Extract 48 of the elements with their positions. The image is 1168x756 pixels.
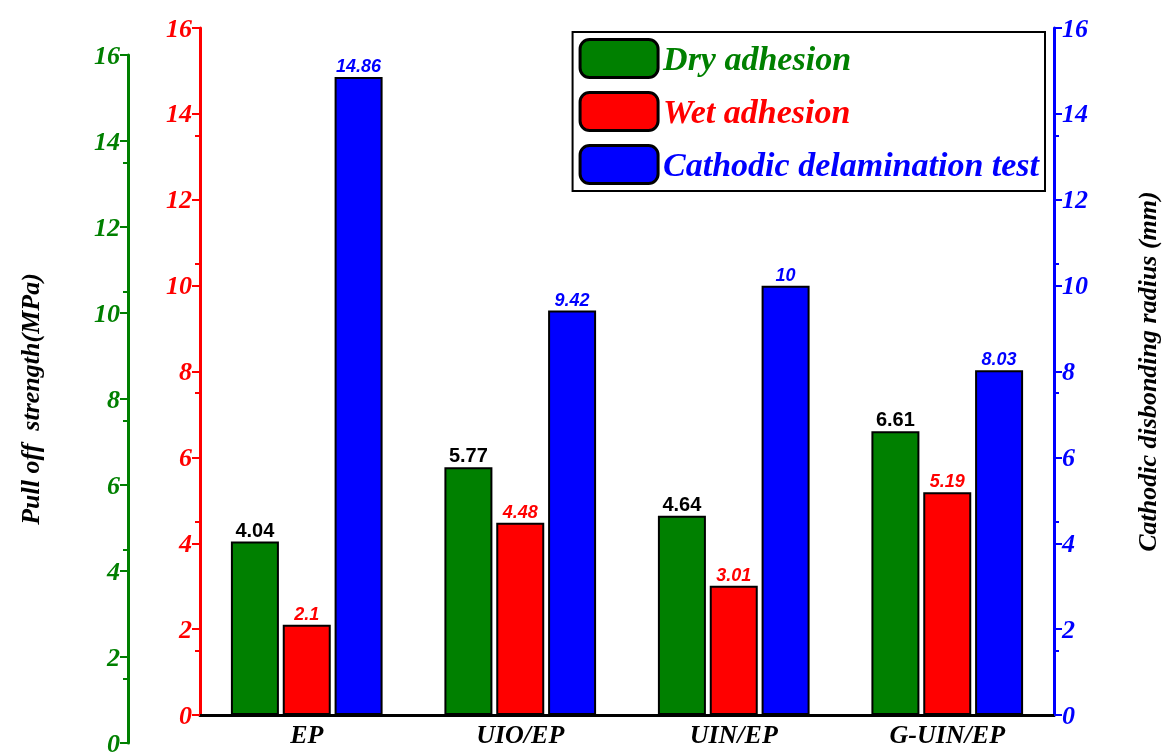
- y2-tick-label: 16: [1062, 13, 1088, 43]
- data-label: 5.19: [929, 471, 965, 492]
- data-label: 14.86: [336, 55, 383, 76]
- legend-label: Dry adhesion: [662, 40, 852, 77]
- data-label: 9.42: [554, 289, 590, 310]
- y2-tick-label: 10: [1062, 271, 1088, 301]
- y-axis-title: Pull off strength(MPa): [15, 273, 45, 526]
- y3-tick-label: 6: [107, 470, 120, 500]
- data-label: 4.04: [235, 518, 276, 541]
- y2-tick-label: 0: [1062, 700, 1075, 730]
- y3-tick-label: 4: [106, 556, 120, 586]
- y2-tick-label: 8: [1062, 357, 1075, 386]
- legend-label: Wet adhesion: [663, 93, 851, 130]
- y2-tick-label: 2: [1061, 614, 1075, 644]
- data-label: 2.1: [293, 603, 320, 624]
- y2-tick-label: 14: [1062, 99, 1088, 129]
- y2-tick-label: 12: [1062, 185, 1088, 215]
- x-tick-label: EP: [289, 719, 325, 749]
- y-tick-label: 8: [179, 357, 192, 386]
- data-label: 4.64: [662, 492, 703, 515]
- y-tick-label: 10: [166, 271, 192, 301]
- y2-axis-title: Cathodic disbonding radius (mm): [1132, 191, 1162, 552]
- y2-tick-label: 4: [1061, 528, 1075, 558]
- y3-tick-label: 0: [107, 728, 120, 756]
- data-label: 3.01: [716, 564, 752, 585]
- x-tick-label: UIO/EP: [476, 719, 566, 749]
- y-tick-label: 12: [166, 185, 192, 215]
- y3-tick-label: 10: [94, 298, 120, 328]
- y3-tick-label: 14: [94, 126, 120, 156]
- data-label: 6.61: [875, 408, 915, 431]
- x-tick-label: UIN/EP: [689, 719, 779, 749]
- y-tick-label: 16: [166, 13, 192, 43]
- y-tick-label: 6: [179, 442, 192, 472]
- x-tick-label: G-UIN/EP: [889, 719, 1007, 749]
- y3-tick-label: 2: [106, 642, 120, 672]
- data-label: 5.77: [448, 444, 488, 467]
- y-tick-label: 2: [178, 614, 192, 644]
- data-label: 4.48: [501, 501, 538, 522]
- data-label: 8.03: [981, 349, 1017, 370]
- data-label: 10: [775, 264, 796, 285]
- y-tick-label: 4: [178, 528, 192, 558]
- y2-tick-label: 6: [1062, 442, 1075, 472]
- y-tick-label: 0: [179, 700, 192, 730]
- y3-tick-label: 12: [94, 212, 120, 242]
- legend-label: Cathodic delamination test: [663, 146, 1041, 183]
- y3-tick-label: 8: [107, 384, 120, 414]
- y-tick-label: 14: [166, 99, 192, 129]
- y3-tick-label: 16: [94, 40, 120, 70]
